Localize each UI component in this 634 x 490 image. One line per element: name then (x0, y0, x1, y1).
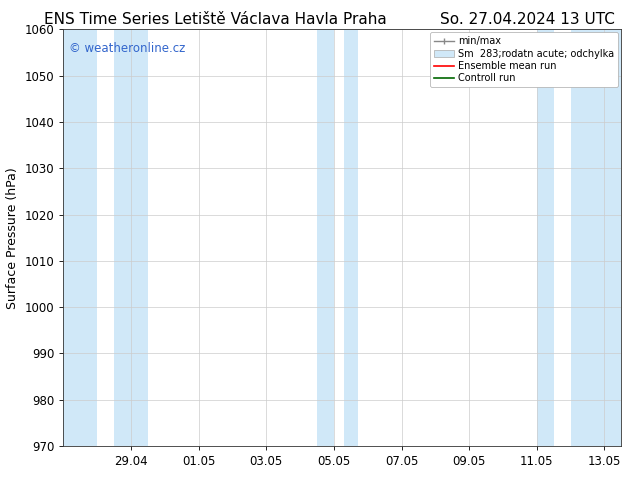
Bar (571, 29, 621, 446)
Bar (344, 29, 358, 446)
Y-axis label: Surface Pressure (hPa): Surface Pressure (hPa) (6, 167, 19, 309)
Bar (114, 29, 148, 446)
Text: ENS Time Series Letiště Václava Havla Praha: ENS Time Series Letiště Václava Havla Pr… (44, 12, 387, 27)
Text: So. 27.04.2024 13 UTC: So. 27.04.2024 13 UTC (440, 12, 615, 27)
Legend: min/max, Sm  283;rodatn acute; odchylka, Ensemble mean run, Controll run: min/max, Sm 283;rodatn acute; odchylka, … (430, 32, 618, 87)
Text: © weatheronline.cz: © weatheronline.cz (69, 42, 185, 55)
Bar (63, 29, 97, 446)
Bar (317, 29, 334, 446)
Bar (537, 29, 553, 446)
